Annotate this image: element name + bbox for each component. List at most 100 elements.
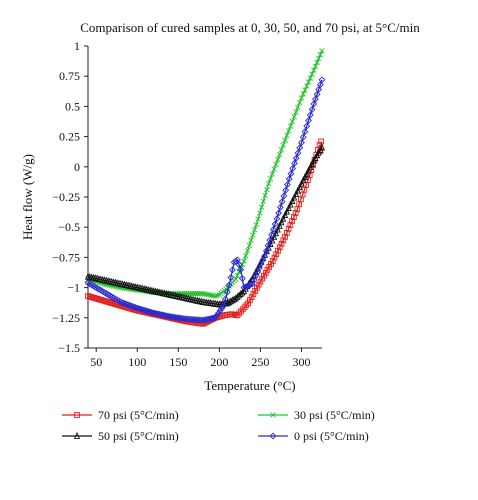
data-point [254,284,260,291]
data-point [266,264,273,270]
x-axis-label: Temperature (°C) [204,378,295,393]
data-point [287,170,295,178]
data-point [280,142,286,148]
data-point [218,304,226,312]
y-tick-label: −0.25 [52,190,80,204]
data-point [302,87,308,93]
data-point [298,179,305,187]
data-point [255,281,262,288]
data-point [264,266,271,273]
data-point [90,294,97,301]
data-point [299,133,307,141]
data-point [232,257,240,265]
data-point [201,316,209,324]
data-point [282,186,290,194]
data-point [276,203,284,211]
data-point [294,186,301,194]
y-tick-label: −0.5 [58,220,80,234]
data-point [285,128,292,134]
data-point [307,163,314,171]
legend-label: 30 psi (5°C/min) [294,408,375,422]
data-point [211,314,219,322]
data-point [247,297,253,304]
data-point [296,183,303,191]
data-point [314,59,320,66]
data-point [262,247,270,255]
series-3 [84,76,326,324]
data-point [132,304,139,311]
data-point [102,290,110,297]
series-0 [85,138,325,327]
data-point [307,75,313,81]
data-point [142,307,150,315]
data-point [97,296,104,303]
data-point [262,192,268,199]
data-point [316,81,324,89]
data-point [97,286,105,294]
data-point [280,192,288,200]
data-point [245,300,251,307]
data-point [253,222,260,228]
legend-label: 70 psi (5°C/min) [98,408,179,422]
data-point [255,216,261,222]
data-point [225,281,233,289]
data-point [104,291,112,299]
data-point [220,302,227,310]
data-point [272,229,280,237]
data-point [273,215,281,223]
data-point [289,218,295,224]
data-point [264,242,272,249]
data-point [113,296,121,304]
data-point [269,236,276,244]
data-point [206,315,214,323]
data-point [275,156,281,163]
data-point [271,254,278,261]
data-point [250,271,258,279]
data-point [252,288,258,294]
data-point [250,232,256,238]
data-point [93,284,101,292]
data-point [278,198,286,206]
data-point [282,137,288,143]
data-point [273,251,280,257]
data-point [278,147,285,153]
data-point [259,275,266,282]
data-point [287,222,294,228]
data-point [261,252,268,260]
data-point [300,176,307,184]
legend-marker [269,432,277,440]
data-point [238,275,246,282]
data-point [287,123,294,129]
data-point [117,298,125,306]
data-point [101,298,108,304]
legend-marker [74,412,80,418]
data-point [204,315,212,323]
data-point [148,308,156,316]
data-point [290,159,298,167]
data-point [305,166,312,174]
data-point [283,230,290,236]
data-point [241,258,247,264]
data-point [296,99,303,106]
data-point [269,226,277,233]
data-point [276,244,283,251]
data-point [248,237,254,244]
chart-title: Comparison of cured samples at 0, 30, 50… [80,20,420,35]
data-point [135,305,143,313]
data-point [108,293,116,301]
legend-item: 0 psi (5°C/min) [258,429,369,443]
data-point [246,242,252,249]
data-point [289,165,297,172]
data-point [301,173,309,181]
data-point [283,207,290,215]
data-point [215,309,222,317]
legend-item: 70 psi (5°C/min) [62,408,179,422]
data-point [88,294,95,300]
data-point [269,171,275,177]
x-tick-label: 100 [128,355,146,369]
data-point [290,214,297,220]
y-tick-label: 0 [74,160,80,174]
data-point [283,181,291,189]
data-point [278,218,285,226]
